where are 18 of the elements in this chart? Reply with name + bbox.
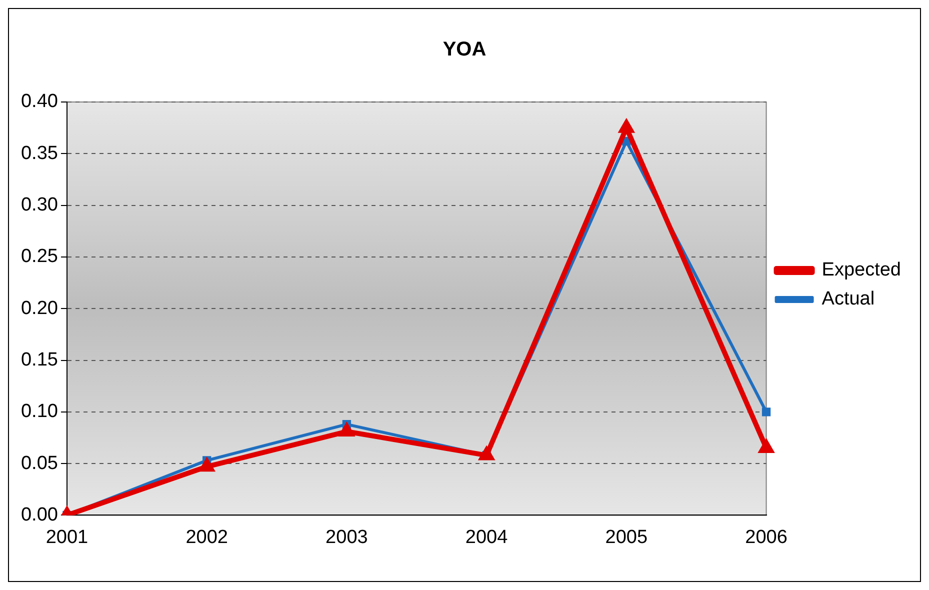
x-tick-label: 2001 <box>46 526 88 548</box>
y-tick-label: 0.20 <box>20 298 58 319</box>
legend-label: Actual <box>822 288 875 310</box>
y-tick-label: 0.05 <box>20 452 58 474</box>
chart-title: YOA <box>442 38 486 61</box>
y-tick-label: 0.00 <box>20 504 58 526</box>
x-tick-label: 2004 <box>465 526 508 548</box>
y-tick-label: 0.40 <box>20 91 58 112</box>
y-tick-label: 0.25 <box>20 246 58 268</box>
y-tick-label: 0.10 <box>20 401 58 422</box>
legend-label: Expected <box>822 260 902 281</box>
x-tick-label: 2006 <box>745 526 788 548</box>
y-tick-label: 0.35 <box>20 142 58 164</box>
y-tick-label: 0.30 <box>20 194 58 216</box>
x-tick-label: 2005 <box>605 526 648 548</box>
x-tick-label: 2002 <box>186 526 228 548</box>
y-tick-label: 0.15 <box>20 349 58 370</box>
x-tick-label: 2003 <box>326 526 368 548</box>
